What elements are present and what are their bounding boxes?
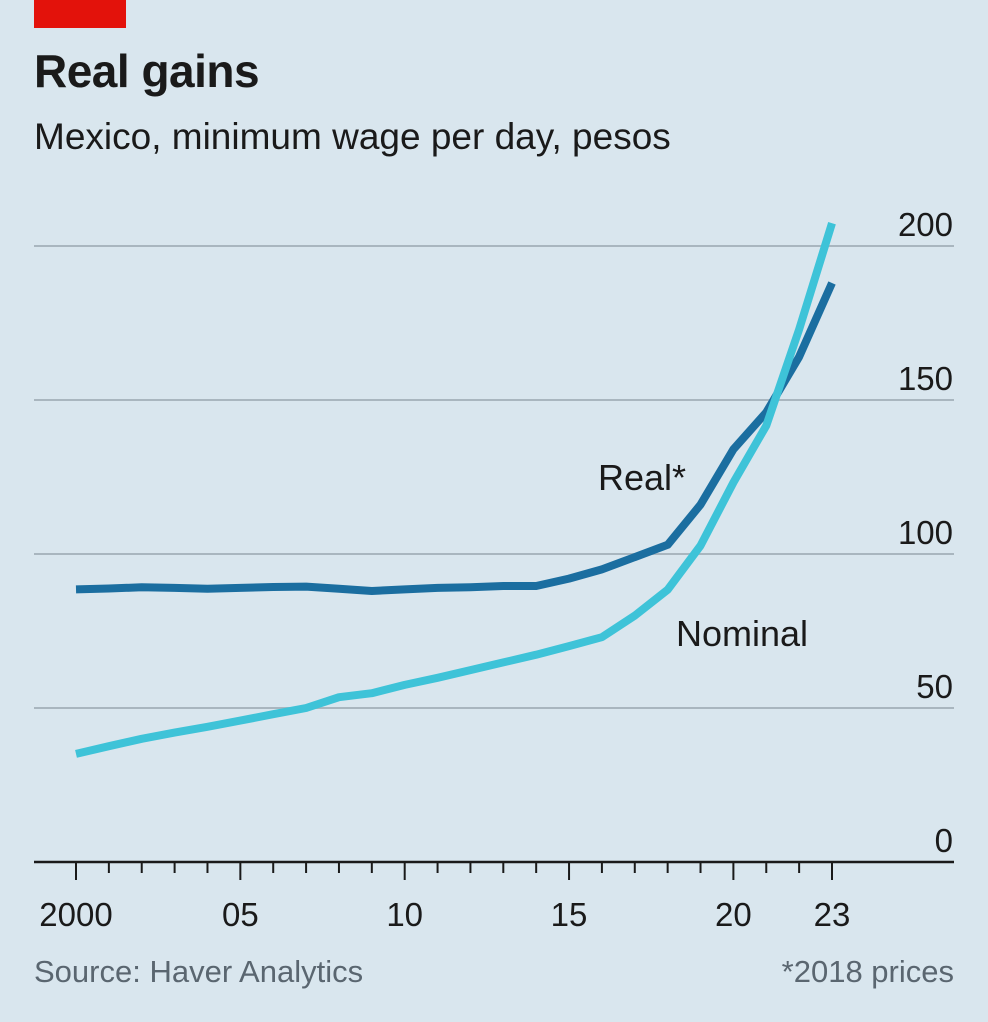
y-tick-label: 200: [898, 206, 953, 243]
x-tick-label: 20: [715, 896, 752, 933]
series-line-real: [75, 281, 836, 595]
price-footnote: *2018 prices: [781, 954, 954, 989]
series-label-nominal: Nominal: [676, 613, 808, 654]
chart-subtitle: Mexico, minimum wage per day, pesos: [34, 116, 671, 157]
x-tick-label: 15: [551, 896, 588, 933]
x-tick-label: 2000: [39, 896, 112, 933]
series-label-real: Real*: [598, 457, 686, 498]
series-layer: [75, 222, 836, 758]
source-note: Source: Haver Analytics: [34, 954, 364, 989]
x-axis: 2000 05 10 15 20 23: [34, 860, 954, 933]
x-tick-label: 05: [222, 896, 259, 933]
brand-red-tag: [34, 0, 126, 28]
series-line-nominal: [75, 222, 836, 758]
grid-layer: 0 50 100 150 200: [34, 206, 954, 859]
x-tick-label: 23: [814, 896, 851, 933]
y-tick-label: 100: [898, 514, 953, 551]
y-tick-label: 150: [898, 360, 953, 397]
x-tick-label: 10: [386, 896, 423, 933]
y-tick-label: 0: [935, 822, 953, 859]
chart-title: Real gains: [34, 45, 260, 97]
y-tick-label: 50: [916, 668, 953, 705]
label-layer: Real* Nominal: [598, 457, 808, 654]
